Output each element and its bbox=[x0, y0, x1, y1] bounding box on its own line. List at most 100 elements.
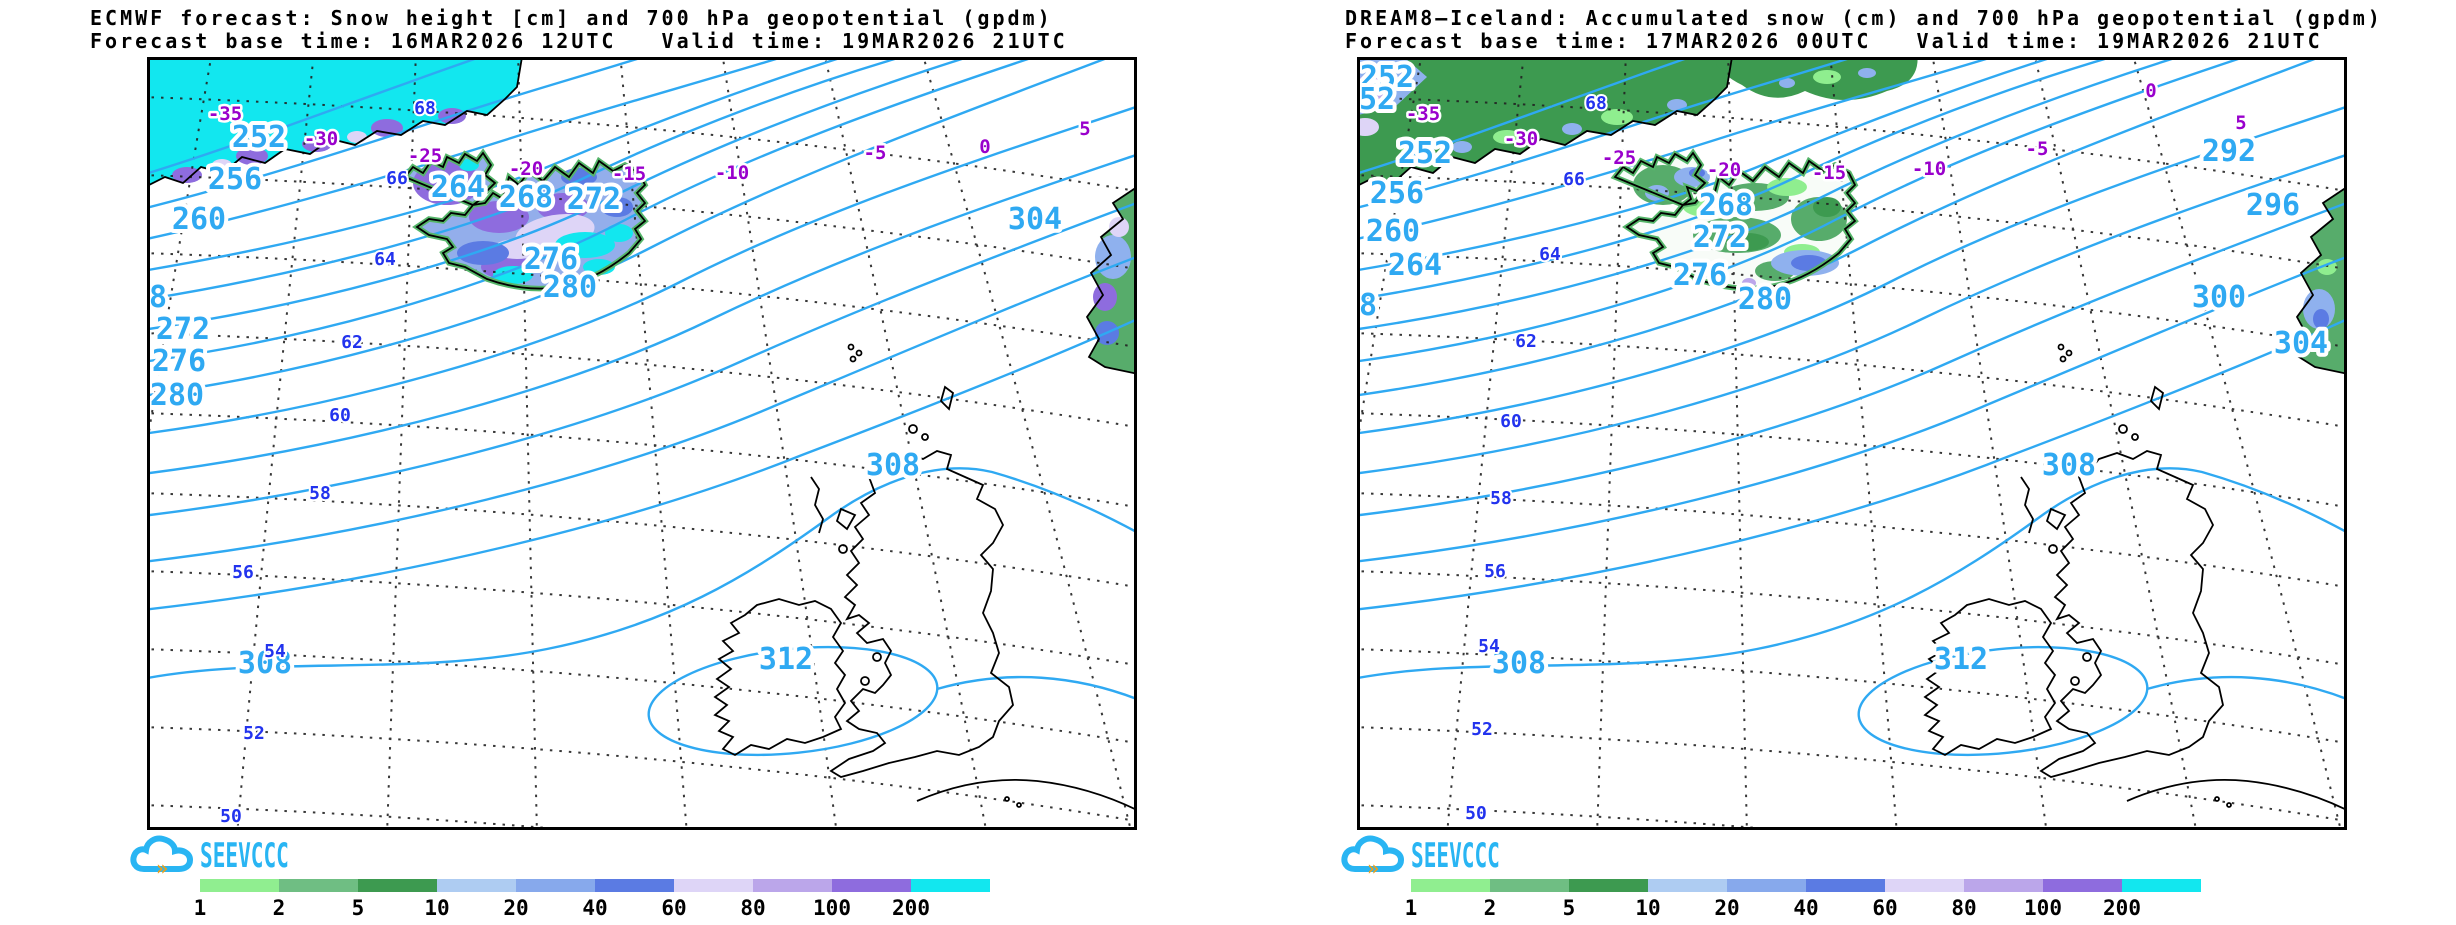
geopotential-label: 276 bbox=[524, 242, 578, 277]
logo-text: SEEVCCC bbox=[1411, 836, 1500, 876]
cloud-logo-icon: » bbox=[1341, 835, 1405, 879]
colorbar-tick: 60 bbox=[1872, 896, 1898, 920]
colorbar-segment bbox=[595, 879, 674, 892]
latitude-label: 60 bbox=[1500, 411, 1522, 432]
colorbar-segment bbox=[2043, 879, 2122, 892]
colorbar-strip bbox=[1411, 879, 2201, 892]
ecmwf-map: 252 256 260 8 272 276 280 264 268 272 27… bbox=[147, 57, 1137, 830]
latitude-label: 58 bbox=[1490, 488, 1512, 509]
geopotential-label: 268 bbox=[1699, 188, 1753, 223]
right-panel-title: DREAM8–Iceland: Accumulated snow (cm) an… bbox=[1345, 6, 2383, 30]
geopotential-label: 292 bbox=[2202, 134, 2256, 169]
geopotential-label: 252 bbox=[1360, 60, 1414, 95]
latitude-label: 62 bbox=[341, 332, 363, 353]
temperature-label: 0 bbox=[2145, 80, 2156, 102]
geopotential-label: 308 bbox=[1492, 646, 1546, 681]
snow-field-dream8 bbox=[1357, 57, 2347, 375]
temperature-label: -20 bbox=[509, 158, 543, 180]
geopotential-label: 52 bbox=[1359, 82, 1395, 117]
temperature-label: -35 bbox=[1406, 103, 1440, 125]
geopotential-label: 260 bbox=[172, 202, 226, 237]
latitude-label: 52 bbox=[243, 723, 265, 744]
colorbar-segment bbox=[358, 879, 437, 892]
temperature-label: 0 bbox=[979, 136, 990, 158]
latitude-label: 56 bbox=[1484, 561, 1506, 582]
colorbar-segment bbox=[1964, 879, 2043, 892]
colorbar-segment bbox=[200, 879, 279, 892]
colorbar-segment bbox=[2122, 879, 2201, 892]
colorbar-segment bbox=[832, 879, 911, 892]
colorbar-segment bbox=[1648, 879, 1727, 892]
seevccc-logo: » SEEVCCC bbox=[130, 833, 343, 879]
geopotential-label: 268 bbox=[499, 180, 553, 215]
colorbar-tick: 40 bbox=[1793, 896, 1819, 920]
latitude-label: 50 bbox=[220, 806, 242, 827]
geopotential-label: 280 bbox=[1738, 282, 1792, 317]
colorbar-segment bbox=[516, 879, 595, 892]
latitude-label: 66 bbox=[386, 168, 408, 189]
colorbar-segment bbox=[1490, 879, 1569, 892]
map-border bbox=[1357, 57, 2347, 830]
dream8-map-labels: 252 52 252 256 260 264 8 268 272 276 280… bbox=[1357, 57, 2332, 826]
logo-arrow-icon: » bbox=[1367, 856, 1379, 879]
geopotential-label: 280 bbox=[543, 270, 597, 305]
latitude-label: 68 bbox=[1585, 93, 1607, 114]
latitude-label: 68 bbox=[414, 98, 436, 119]
geopotential-label: 264 bbox=[431, 170, 485, 205]
left-panel-title: ECMWF forecast: Snow height [cm] and 700… bbox=[90, 6, 1053, 30]
right-panel-subtitle: Forecast base time: 17MAR2026 00UTC Vali… bbox=[1345, 29, 2323, 53]
colorbar-tick: 1 bbox=[1404, 896, 1418, 920]
colorbar-tick: 100 bbox=[813, 896, 851, 920]
cloud-logo-icon: » bbox=[130, 835, 194, 879]
latitude-label: 52 bbox=[1471, 719, 1493, 740]
colorbar-tick: 200 bbox=[892, 896, 930, 920]
temperature-label: -20 bbox=[1707, 159, 1741, 181]
geopotential-label: 256 bbox=[208, 162, 262, 197]
colorbar-tick: 10 bbox=[424, 896, 450, 920]
colorbar-segment bbox=[279, 879, 358, 892]
geopotential-label: 260 bbox=[1366, 214, 1420, 249]
geopotential-label: 308 bbox=[866, 448, 920, 483]
geopotential-label: 272 bbox=[156, 312, 210, 347]
latitude-label: 58 bbox=[309, 483, 331, 504]
temperature-label: -5 bbox=[2026, 138, 2049, 160]
geopotential-label: 8 bbox=[1359, 288, 1377, 323]
seevccc-logo: » SEEVCCC bbox=[1341, 833, 1554, 879]
colorbar-tick: 40 bbox=[582, 896, 608, 920]
latitude-label: 50 bbox=[1465, 803, 1487, 824]
logo-arrow-icon: » bbox=[156, 856, 168, 879]
snow-colorbar-right: 1 2 5 10 20 40 60 80 100 200 bbox=[1405, 879, 2201, 920]
geopotential-label: 276 bbox=[1673, 258, 1727, 293]
colorbar-tick: 5 bbox=[351, 896, 365, 920]
temperature-label: -15 bbox=[612, 163, 646, 185]
colorbar-strip bbox=[200, 879, 990, 892]
colorbar-segment bbox=[674, 879, 753, 892]
colorbar-tick: 80 bbox=[1951, 896, 1977, 920]
colorbar-tick: 200 bbox=[2103, 896, 2141, 920]
geopotential-label: 304 bbox=[1008, 202, 1062, 237]
dream8-map: 252 52 252 256 260 264 8 268 272 276 280… bbox=[1357, 57, 2347, 830]
temperature-label: 5 bbox=[2235, 112, 2246, 134]
geopotential-label: 276 bbox=[152, 344, 206, 379]
temperature-label: 5 bbox=[1079, 118, 1090, 140]
colorbar-segment bbox=[1727, 879, 1806, 892]
geopotential-label: 312 bbox=[1934, 642, 1988, 677]
geopotential-label: 308 bbox=[238, 646, 292, 681]
colorbar-segment bbox=[437, 879, 516, 892]
geopotential-label: 296 bbox=[2246, 188, 2300, 223]
temperature-label: -10 bbox=[715, 162, 749, 184]
geopotential-label: 272 bbox=[1693, 220, 1747, 255]
colorbar-segment bbox=[1885, 879, 1964, 892]
geopotential-label: 252 bbox=[232, 120, 286, 155]
latitude-label: 56 bbox=[232, 562, 254, 583]
temperature-label: -25 bbox=[408, 145, 442, 167]
colorbar-tick: 80 bbox=[740, 896, 766, 920]
geopotential-label: 252 bbox=[1398, 136, 1452, 171]
colorbar-segment bbox=[1569, 879, 1648, 892]
geopotential-label: 8 bbox=[149, 280, 167, 315]
geopotential-label: 264 bbox=[1388, 248, 1442, 283]
latitude-label: 64 bbox=[1539, 244, 1561, 265]
geopotential-label: 312 bbox=[759, 642, 813, 677]
colorbar-tick: 10 bbox=[1635, 896, 1661, 920]
